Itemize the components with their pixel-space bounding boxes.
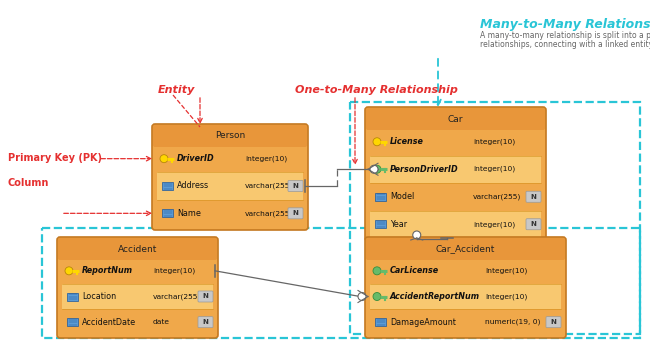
Text: N: N: [203, 293, 209, 300]
Text: Name: Name: [177, 209, 201, 218]
Text: integer(10): integer(10): [153, 267, 195, 274]
Text: Car_Accident: Car_Accident: [436, 245, 495, 253]
Text: License: License: [390, 137, 424, 146]
Text: integer(10): integer(10): [473, 139, 515, 145]
Text: integer(10): integer(10): [473, 221, 515, 227]
Bar: [370, 284, 561, 309]
Text: DriverID: DriverID: [177, 154, 214, 163]
Text: N: N: [292, 183, 298, 189]
Bar: [162, 182, 173, 190]
Text: Person: Person: [215, 132, 245, 141]
FancyBboxPatch shape: [288, 181, 303, 192]
Circle shape: [160, 155, 168, 163]
Text: Car: Car: [448, 115, 463, 123]
Text: Year: Year: [390, 220, 407, 229]
FancyBboxPatch shape: [288, 208, 303, 219]
FancyBboxPatch shape: [152, 124, 308, 230]
Text: Primary Key (PK): Primary Key (PK): [8, 153, 102, 163]
Text: varchar(255): varchar(255): [473, 194, 521, 200]
Bar: [67, 318, 78, 326]
FancyBboxPatch shape: [198, 317, 213, 328]
FancyBboxPatch shape: [366, 238, 565, 260]
Text: integer(10): integer(10): [245, 155, 287, 162]
Text: Integer(10): Integer(10): [485, 267, 527, 274]
Text: A many-to-many relationship is split into a pair of one-to-many: A many-to-many relationship is split int…: [480, 31, 650, 40]
Text: AccidentDate: AccidentDate: [82, 318, 136, 327]
FancyBboxPatch shape: [366, 108, 545, 130]
Bar: [370, 210, 541, 238]
Bar: [375, 220, 386, 228]
Text: Many-to-Many Relationship: Many-to-Many Relationship: [480, 18, 650, 31]
Bar: [370, 156, 541, 183]
Bar: [42, 228, 640, 338]
Text: numeric(19, 0): numeric(19, 0): [485, 319, 541, 326]
Text: date: date: [153, 319, 170, 325]
Text: N: N: [203, 319, 209, 325]
FancyBboxPatch shape: [365, 107, 546, 241]
Text: Entity: Entity: [158, 85, 196, 95]
Text: AccidentReportNum: AccidentReportNum: [390, 292, 480, 301]
Text: N: N: [551, 319, 556, 325]
Text: Address: Address: [177, 182, 209, 190]
Bar: [162, 209, 173, 217]
Text: Accident: Accident: [118, 245, 157, 253]
Bar: [375, 318, 386, 326]
Text: Location: Location: [82, 292, 116, 301]
Text: One-to-Many Relationship: One-to-Many Relationship: [295, 85, 458, 95]
Circle shape: [373, 267, 381, 275]
Text: varchar(255): varchar(255): [245, 183, 293, 189]
Text: PersonDriverID: PersonDriverID: [390, 165, 459, 174]
Text: DamageAmount: DamageAmount: [390, 318, 456, 327]
FancyBboxPatch shape: [526, 191, 541, 202]
FancyBboxPatch shape: [546, 317, 561, 328]
Text: varchar(255): varchar(255): [245, 210, 293, 216]
Circle shape: [358, 292, 366, 301]
Text: CarLicense: CarLicense: [390, 266, 439, 275]
Bar: [375, 193, 386, 201]
Circle shape: [373, 292, 381, 301]
Text: N: N: [530, 221, 536, 227]
Circle shape: [373, 138, 381, 146]
FancyBboxPatch shape: [198, 291, 213, 302]
Bar: [157, 172, 303, 200]
Bar: [67, 292, 78, 301]
Bar: [350, 102, 640, 334]
Circle shape: [373, 165, 381, 173]
FancyBboxPatch shape: [365, 237, 566, 338]
Circle shape: [413, 231, 421, 239]
Text: integer(10): integer(10): [473, 166, 515, 172]
Circle shape: [370, 165, 378, 173]
FancyBboxPatch shape: [58, 238, 217, 260]
Text: ReportNum: ReportNum: [82, 266, 133, 275]
Bar: [62, 284, 213, 309]
FancyBboxPatch shape: [526, 219, 541, 230]
Text: Integer(10): Integer(10): [485, 293, 527, 300]
FancyBboxPatch shape: [153, 125, 307, 147]
Text: varchar(255): varchar(255): [153, 293, 202, 300]
Circle shape: [65, 267, 73, 275]
FancyBboxPatch shape: [57, 237, 218, 338]
Text: relationships, connecting with a linked entity.: relationships, connecting with a linked …: [480, 40, 650, 49]
Text: Model: Model: [390, 192, 414, 201]
Text: N: N: [292, 210, 298, 216]
Text: Column: Column: [8, 178, 49, 188]
Text: N: N: [530, 194, 536, 200]
